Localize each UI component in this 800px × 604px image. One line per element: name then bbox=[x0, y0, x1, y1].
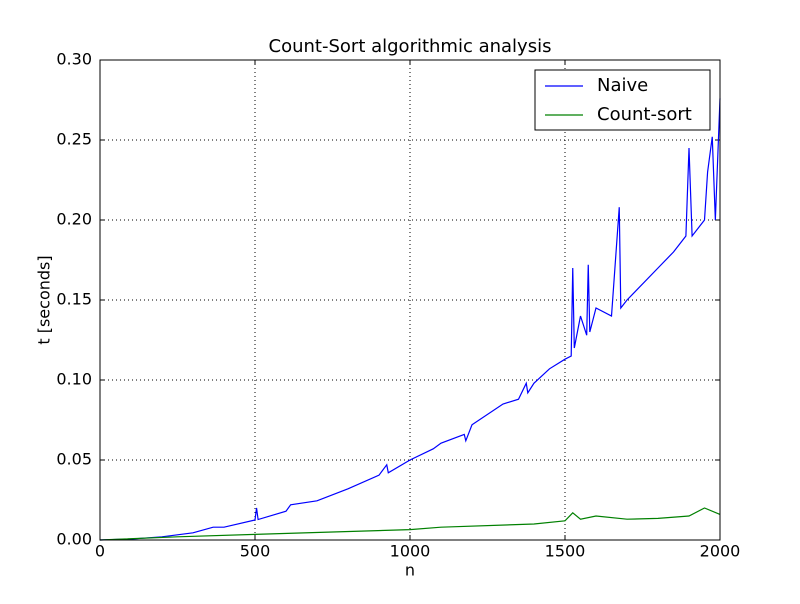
y-tick-label: 0.05 bbox=[56, 450, 92, 469]
data-line bbox=[99, 507, 721, 541]
y-axis-label: t [seconds] bbox=[35, 255, 54, 344]
data-line bbox=[99, 98, 721, 541]
y-tick-label: 0.00 bbox=[56, 530, 92, 549]
x-tick-label: 1500 bbox=[545, 542, 586, 561]
x-tick-label: 500 bbox=[240, 542, 271, 561]
legend-box bbox=[534, 69, 711, 131]
x-axis-label: n bbox=[405, 561, 415, 580]
y-tick-label: 0.25 bbox=[56, 130, 92, 149]
y-tick-label: 0.10 bbox=[56, 370, 92, 389]
y-tick-label: 0.20 bbox=[56, 210, 92, 229]
legend-label: Naive bbox=[597, 75, 648, 96]
x-tick-label: 0 bbox=[95, 542, 105, 561]
x-tick-label: 1000 bbox=[390, 542, 431, 561]
y-tick-label: 0.30 bbox=[56, 50, 92, 69]
x-tick-label: 2000 bbox=[700, 542, 741, 561]
chart-title: Count-Sort algorithmic analysis bbox=[269, 36, 552, 57]
y-tick-label: 0.15 bbox=[56, 290, 92, 309]
legend-label: Count-sort bbox=[597, 104, 692, 125]
plot-frame bbox=[99, 59, 721, 541]
